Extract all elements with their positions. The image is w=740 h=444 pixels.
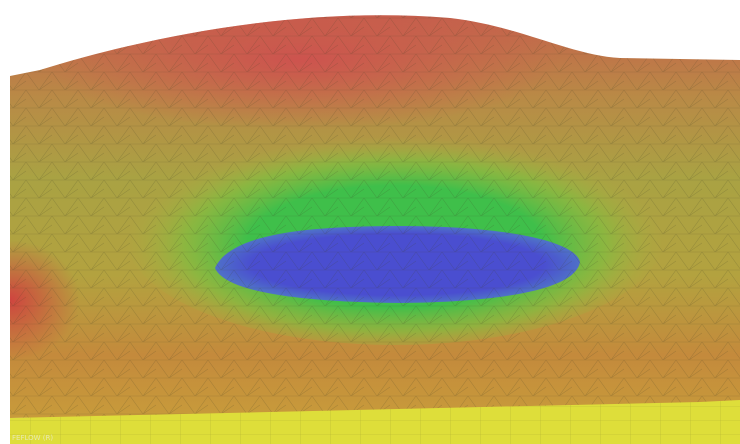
page: FEFLOW (R) (() => { const data = JSON.pa… — [0, 0, 740, 444]
surface — [0, 0, 740, 444]
watermark: FEFLOW (R) — [12, 434, 53, 442]
mesh-view: FEFLOW (R) — [0, 0, 740, 444]
mesh-lines — [0, 0, 740, 444]
